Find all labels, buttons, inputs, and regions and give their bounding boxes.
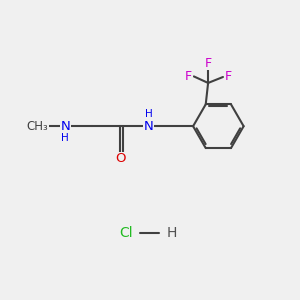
- Text: H: H: [167, 226, 178, 240]
- Text: N: N: [60, 120, 70, 133]
- Text: N: N: [144, 120, 153, 133]
- Text: H: H: [61, 133, 69, 142]
- Text: CH₃: CH₃: [26, 120, 48, 133]
- Text: F: F: [205, 56, 212, 70]
- Text: Cl: Cl: [119, 226, 133, 240]
- Text: O: O: [115, 152, 125, 165]
- Text: F: F: [185, 70, 192, 83]
- Text: F: F: [225, 70, 232, 83]
- Text: H: H: [145, 109, 152, 119]
